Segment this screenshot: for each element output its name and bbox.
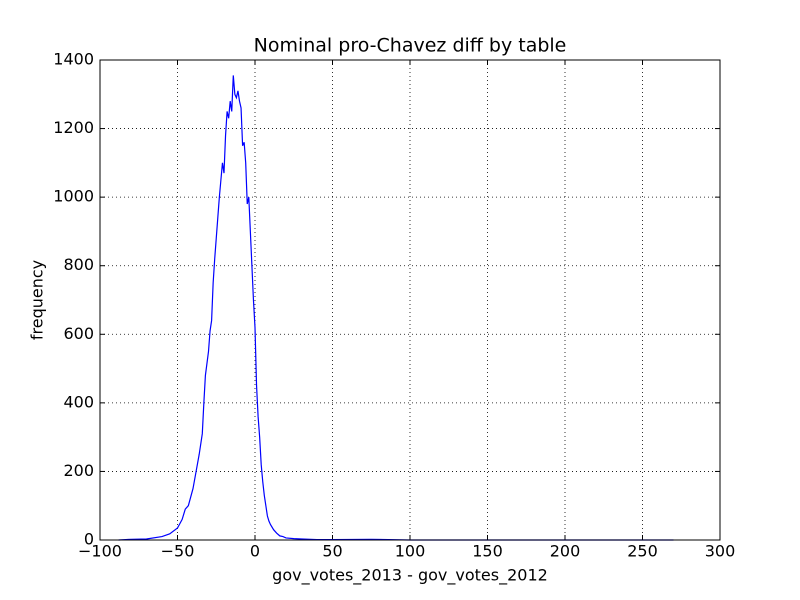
y-tick-label: 1000	[53, 187, 94, 206]
chart-title: Nominal pro-Chavez diff by table	[254, 35, 567, 57]
y-tick-label: 400	[63, 392, 94, 411]
x-tick-label: 0	[250, 542, 260, 561]
y-tick-label: 1200	[53, 118, 94, 137]
y-tick-label: 800	[63, 255, 94, 274]
x-tick-label: 100	[395, 542, 426, 561]
x-tick-label: 150	[472, 542, 503, 561]
x-axis-label: gov_votes_2013 - gov_votes_2012	[272, 566, 548, 586]
y-tick-label: 0	[84, 530, 94, 549]
data-line	[118, 75, 674, 541]
y-tick-label: 600	[63, 324, 94, 343]
x-tick-label: 50	[322, 542, 342, 561]
plot-frame	[99, 59, 721, 541]
x-tick-label: −100	[78, 542, 122, 561]
y-tick-label: 200	[63, 461, 94, 480]
x-tick-label: −50	[161, 542, 195, 561]
x-tick-label: 300	[705, 542, 736, 561]
x-tick-label: 200	[550, 542, 581, 561]
y-tick-label: 1400	[53, 50, 94, 69]
x-tick-label: 250	[627, 542, 658, 561]
y-axis-label: frequency	[28, 260, 47, 340]
